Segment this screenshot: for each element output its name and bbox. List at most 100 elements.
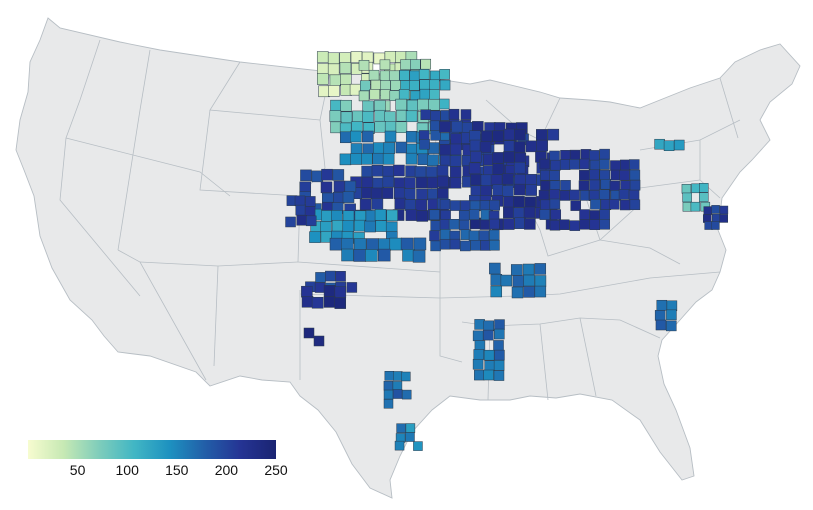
county-indiana xyxy=(539,209,551,220)
county-north_dakota_central xyxy=(379,59,391,71)
county-oklahoma_panhandle xyxy=(346,282,358,293)
county-ohio_west xyxy=(589,169,600,181)
county-south_dakota_south xyxy=(362,130,374,143)
county-ohio_west xyxy=(600,178,612,190)
county-kentucky xyxy=(510,264,523,276)
county-north_dakota_central xyxy=(380,80,391,91)
county-illinois xyxy=(469,139,482,152)
county-missouri xyxy=(440,229,451,240)
county-mississippi_delta xyxy=(483,349,495,361)
county-kansas_north xyxy=(342,210,355,222)
county-ohio_west xyxy=(609,180,621,192)
county-minnesota_sw xyxy=(430,110,441,122)
county-kansas_south xyxy=(341,248,354,262)
county-kentucky xyxy=(523,286,535,298)
county-south_dakota_north xyxy=(374,100,386,112)
county-missouri xyxy=(429,230,440,242)
county-kentucky xyxy=(522,263,535,276)
county-illinois xyxy=(503,206,515,219)
county-indiana xyxy=(539,158,551,170)
county-ohio_west xyxy=(619,199,631,211)
county-texas_central xyxy=(383,389,394,400)
county-north_dakota_east xyxy=(399,70,410,81)
county-nebraska_east xyxy=(394,197,407,210)
county-indiana xyxy=(569,220,581,231)
state-border xyxy=(59,39,141,297)
county-missouri xyxy=(470,240,481,251)
county-missouri xyxy=(439,199,451,210)
county-south_dakota_north xyxy=(384,111,396,123)
county-illinois xyxy=(503,218,515,230)
county-illinois xyxy=(547,128,560,141)
county-north_dakota_central xyxy=(368,69,380,81)
county-pennsylvania xyxy=(698,192,709,202)
county-south_dakota_south xyxy=(427,154,439,167)
county-kentucky xyxy=(489,262,501,275)
county-colorado_east xyxy=(305,196,316,207)
county-missouri xyxy=(489,239,500,251)
county-kansas_north xyxy=(354,219,366,232)
county-indiana xyxy=(549,170,560,181)
county-nebraska_east xyxy=(393,164,405,177)
county-north_carolina xyxy=(655,319,667,331)
state-border xyxy=(117,249,207,381)
county-south_dakota_south xyxy=(372,152,384,165)
county-north_dakota_nw xyxy=(339,52,351,64)
county-mississippi_delta xyxy=(473,349,485,360)
county-missouri xyxy=(458,210,470,221)
county-kentucky xyxy=(490,274,503,286)
county-pennsylvania xyxy=(682,192,692,203)
county-south_dakota_south xyxy=(405,152,418,165)
county-north_dakota_east xyxy=(398,89,410,100)
county-texas_panhandle xyxy=(311,296,324,309)
county-kansas_south xyxy=(353,238,367,251)
county-indiana xyxy=(540,180,551,192)
county-colorado_east xyxy=(294,195,306,207)
county-ohio_west xyxy=(589,179,600,191)
county-north_carolina xyxy=(666,320,677,332)
state-border xyxy=(199,109,301,197)
county-nebraska_west xyxy=(311,170,324,183)
county-nebraska_west xyxy=(333,180,346,193)
county-texas_panhandle xyxy=(323,284,336,297)
county-kansas_south xyxy=(340,237,354,251)
colorbar-tick-label: 150 xyxy=(165,462,189,478)
county-north_carolina xyxy=(666,309,677,321)
county-north_dakota_central xyxy=(379,70,391,82)
county-minnesota_sw xyxy=(430,130,441,141)
county-north_dakota_nw xyxy=(316,51,329,63)
county-illinois xyxy=(513,183,526,196)
county-nebraska_west xyxy=(321,168,333,181)
county-pennsylvania xyxy=(682,202,693,212)
county-nebraska_east xyxy=(382,165,395,178)
county-colorado_east xyxy=(295,204,307,216)
county-missouri xyxy=(478,230,490,241)
county-nebraska_east xyxy=(436,164,449,177)
county-north_dakota_east xyxy=(439,69,450,80)
county-nebraska_east xyxy=(372,177,385,190)
county-indiana xyxy=(559,159,571,170)
county-missouri xyxy=(459,219,470,231)
county-north_dakota_nw xyxy=(327,63,340,76)
county-nebraska_west xyxy=(344,180,357,193)
county-kansas_south xyxy=(378,238,391,251)
county-oklahoma_panhandle xyxy=(335,271,346,282)
state-border xyxy=(117,49,151,251)
county-minnesota_sw xyxy=(419,138,430,150)
county-iowa xyxy=(449,166,462,179)
county-texas_panhandle xyxy=(301,296,314,308)
county-indiana xyxy=(599,148,610,160)
county-pennsylvania xyxy=(690,201,701,212)
county-south_dakota_north xyxy=(362,100,374,113)
county-south_dakota_north xyxy=(428,98,440,111)
county-missouri xyxy=(469,209,480,220)
county-south_dakota_north xyxy=(405,110,418,123)
county-south_dakota_south xyxy=(340,131,352,144)
county-kansas_north xyxy=(342,220,355,232)
county-maryland_delaware xyxy=(719,214,729,223)
county-kentucky xyxy=(523,274,535,287)
county-mississippi_delta xyxy=(493,340,504,351)
county-kansas_north xyxy=(364,220,376,233)
county-illinois xyxy=(513,207,525,219)
county-illinois xyxy=(536,129,548,141)
